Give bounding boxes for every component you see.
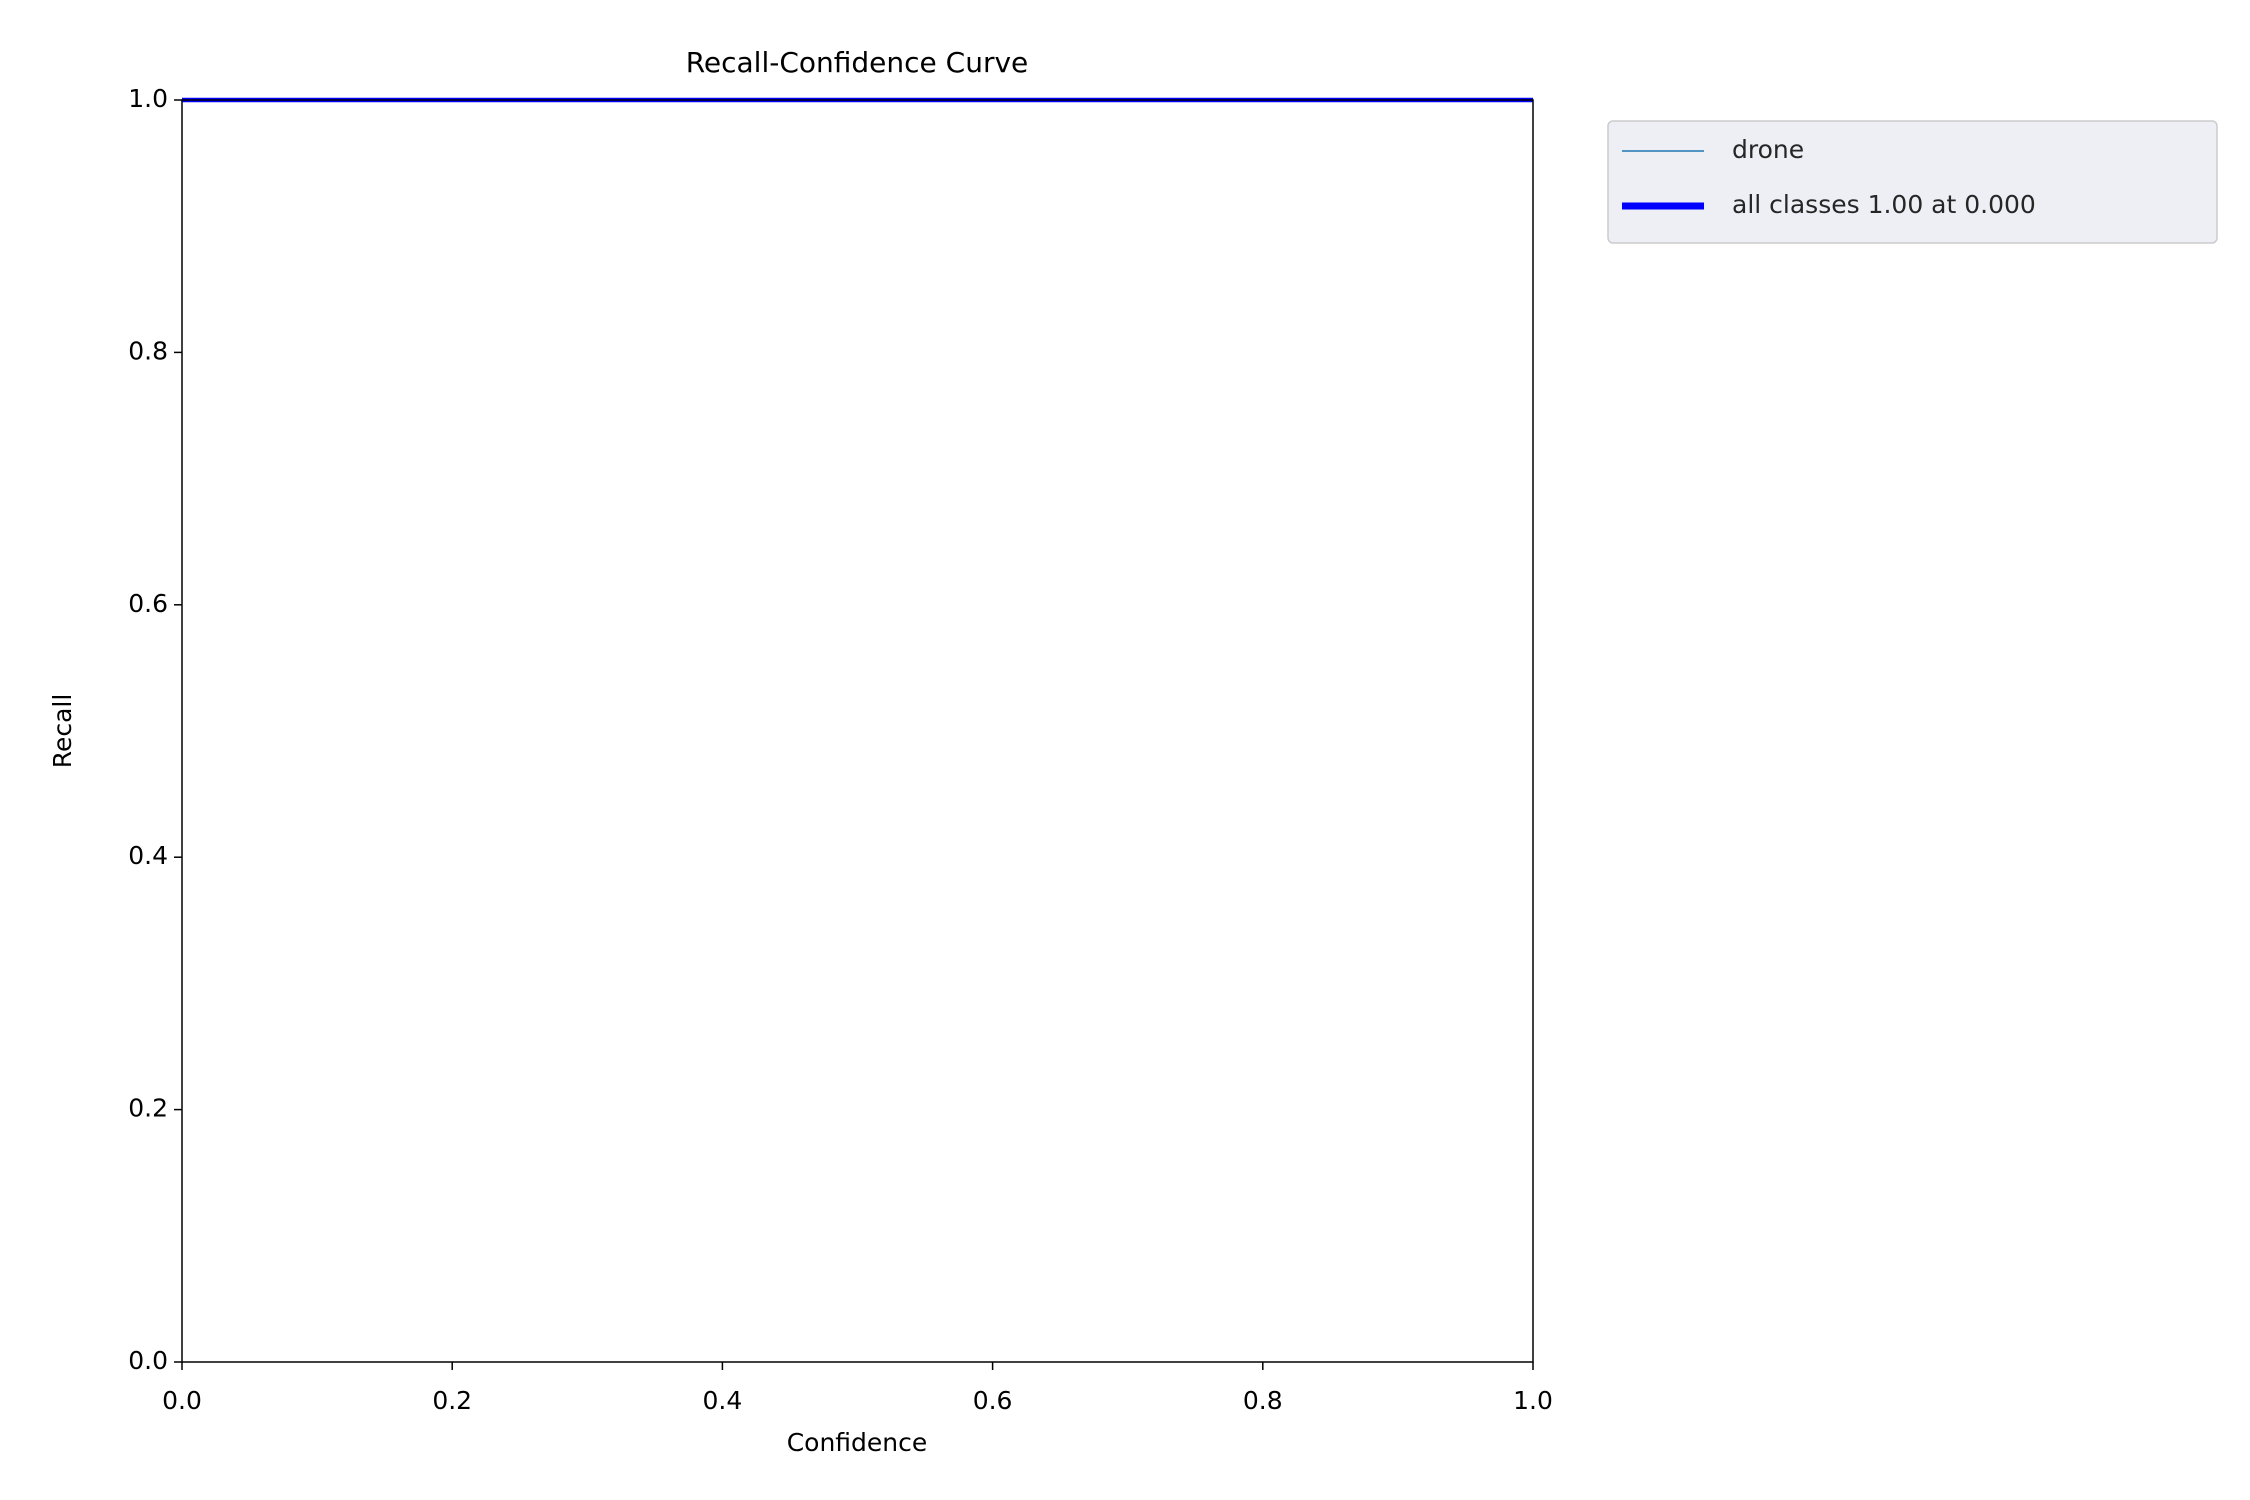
- x-tick-label: 0.2: [432, 1386, 472, 1415]
- chart-title: Recall-Confidence Curve: [686, 46, 1029, 79]
- y-tick-label: 0.0: [128, 1346, 168, 1375]
- x-axis-label: Confidence: [787, 1428, 928, 1457]
- plot-frame: [181, 99, 1534, 1363]
- x-tick-label: 0.0: [162, 1386, 202, 1415]
- y-axis-label: Recall: [48, 694, 77, 769]
- x-tick-label: 1.0: [1513, 1386, 1553, 1415]
- y-tick-label: 0.6: [128, 589, 168, 618]
- y-tick-label: 0.4: [128, 841, 168, 870]
- legend-label: all classes 1.00 at 0.000: [1732, 190, 2036, 219]
- legend-label: drone: [1732, 135, 1804, 164]
- y-tick-label: 0.8: [128, 336, 168, 365]
- x-tick-label: 0.8: [1243, 1386, 1283, 1415]
- x-tick-label: 0.4: [703, 1386, 743, 1415]
- legend-box: [1607, 120, 2218, 244]
- y-tick-label: 1.0: [128, 84, 168, 113]
- y-tick-label: 0.2: [128, 1094, 168, 1123]
- x-tick-label: 0.6: [973, 1386, 1013, 1415]
